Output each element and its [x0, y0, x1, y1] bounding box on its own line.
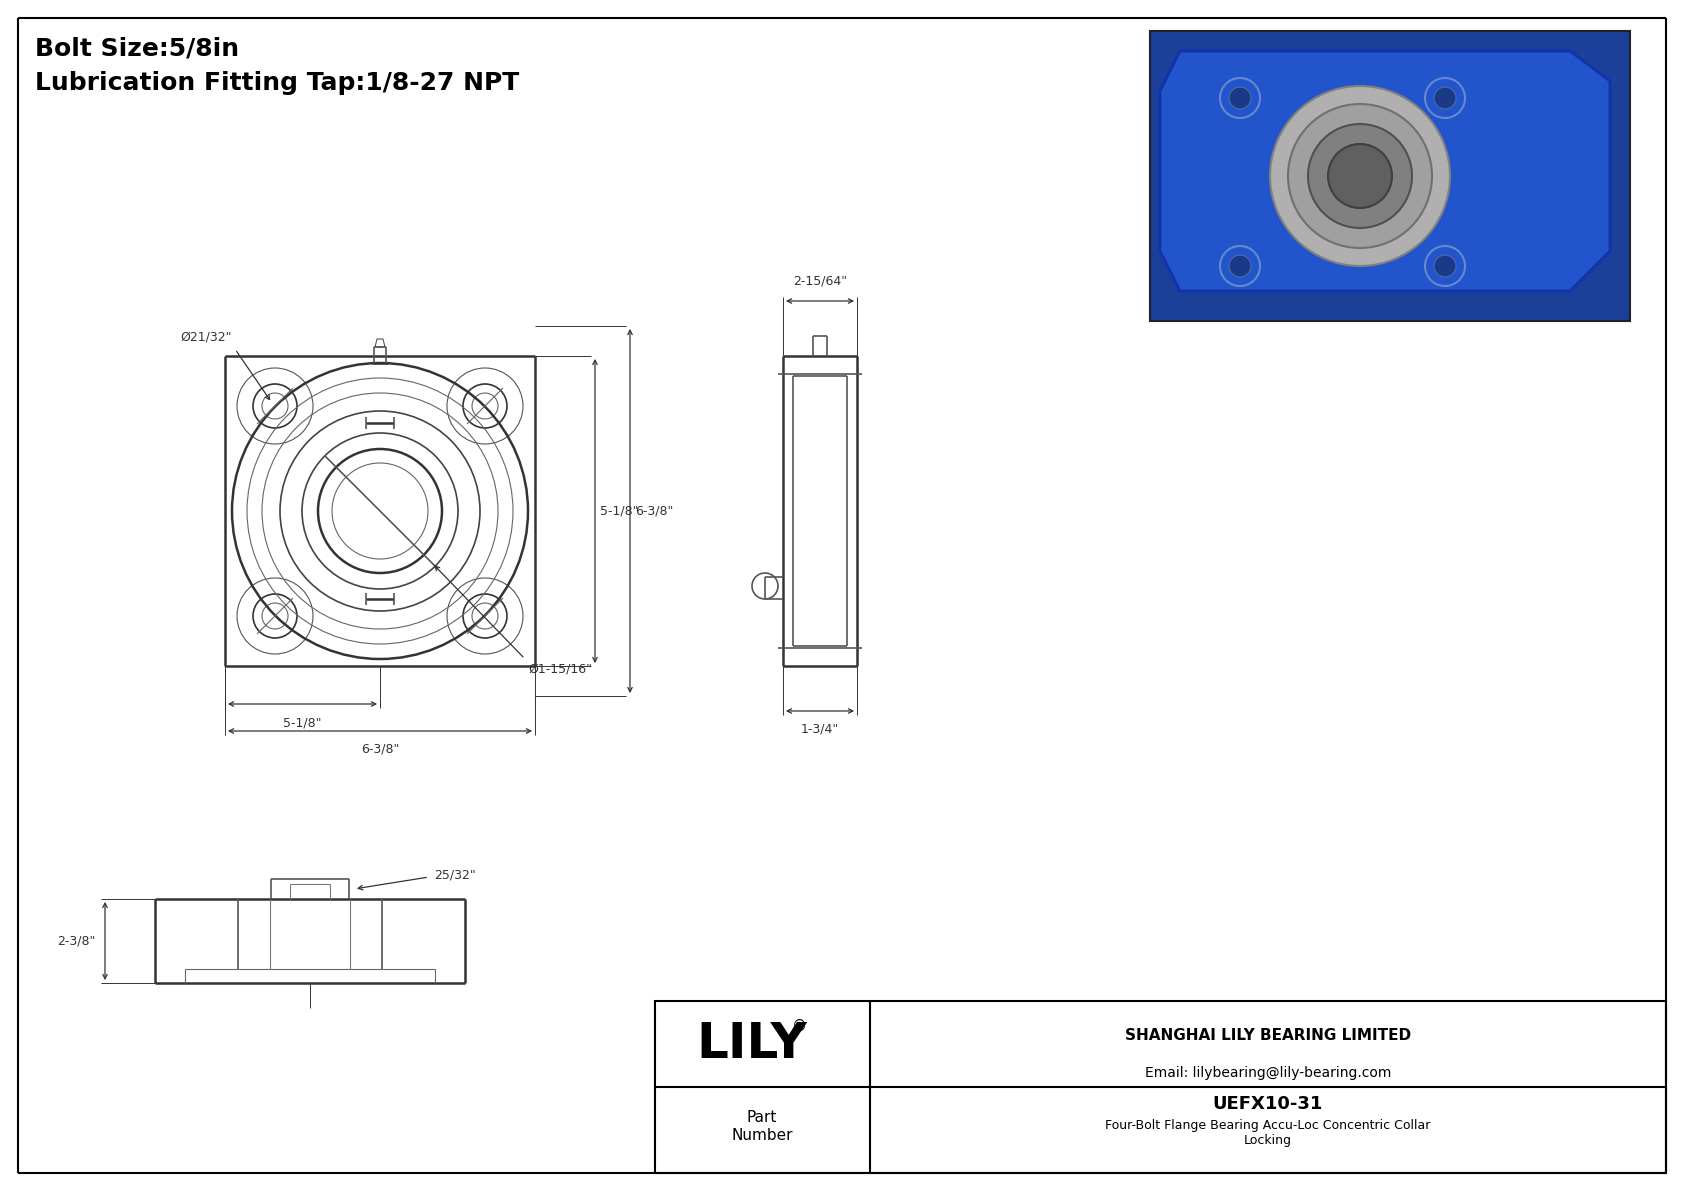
Text: 6-3/8": 6-3/8"	[360, 743, 399, 756]
Circle shape	[1219, 247, 1260, 286]
Circle shape	[1425, 77, 1465, 118]
Text: ®: ®	[793, 1018, 808, 1034]
Text: Bolt Size:5/8in: Bolt Size:5/8in	[35, 36, 239, 60]
Bar	[1150, 31, 1630, 322]
Text: 6-3/8": 6-3/8"	[635, 505, 674, 518]
Text: 2-15/64": 2-15/64"	[793, 274, 847, 287]
Text: Email: lilybearing@lily-bearing.com: Email: lilybearing@lily-bearing.com	[1145, 1066, 1391, 1080]
Circle shape	[1329, 144, 1393, 208]
Bar	[655, 1000, 1665, 1173]
Text: UEFX10-31: UEFX10-31	[1212, 1095, 1324, 1114]
Text: 25/32": 25/32"	[434, 868, 477, 881]
Circle shape	[1219, 77, 1260, 118]
Circle shape	[1308, 124, 1411, 227]
Text: LILY: LILY	[697, 1019, 807, 1068]
Circle shape	[1288, 104, 1431, 248]
Text: Ø21/32": Ø21/32"	[180, 330, 232, 343]
Circle shape	[1435, 255, 1457, 278]
Text: 2-3/8": 2-3/8"	[57, 935, 94, 948]
Circle shape	[1425, 247, 1465, 286]
Circle shape	[1229, 87, 1251, 110]
Text: Part
Number: Part Number	[731, 1110, 793, 1142]
Circle shape	[1229, 255, 1251, 278]
Circle shape	[1435, 87, 1457, 110]
Text: 5-1/8": 5-1/8"	[283, 716, 322, 729]
Circle shape	[1270, 86, 1450, 266]
Text: Four-Bolt Flange Bearing Accu-Loc Concentric Collar
Locking: Four-Bolt Flange Bearing Accu-Loc Concen…	[1105, 1120, 1431, 1147]
Polygon shape	[1160, 51, 1610, 291]
Text: 5-1/8": 5-1/8"	[600, 505, 638, 518]
Text: Lubrication Fitting Tap:1/8-27 NPT: Lubrication Fitting Tap:1/8-27 NPT	[35, 71, 519, 95]
Text: 1-3/4": 1-3/4"	[802, 723, 839, 736]
Text: SHANGHAI LILY BEARING LIMITED: SHANGHAI LILY BEARING LIMITED	[1125, 1028, 1411, 1043]
Text: Ø1-15/16": Ø1-15/16"	[529, 663, 593, 676]
